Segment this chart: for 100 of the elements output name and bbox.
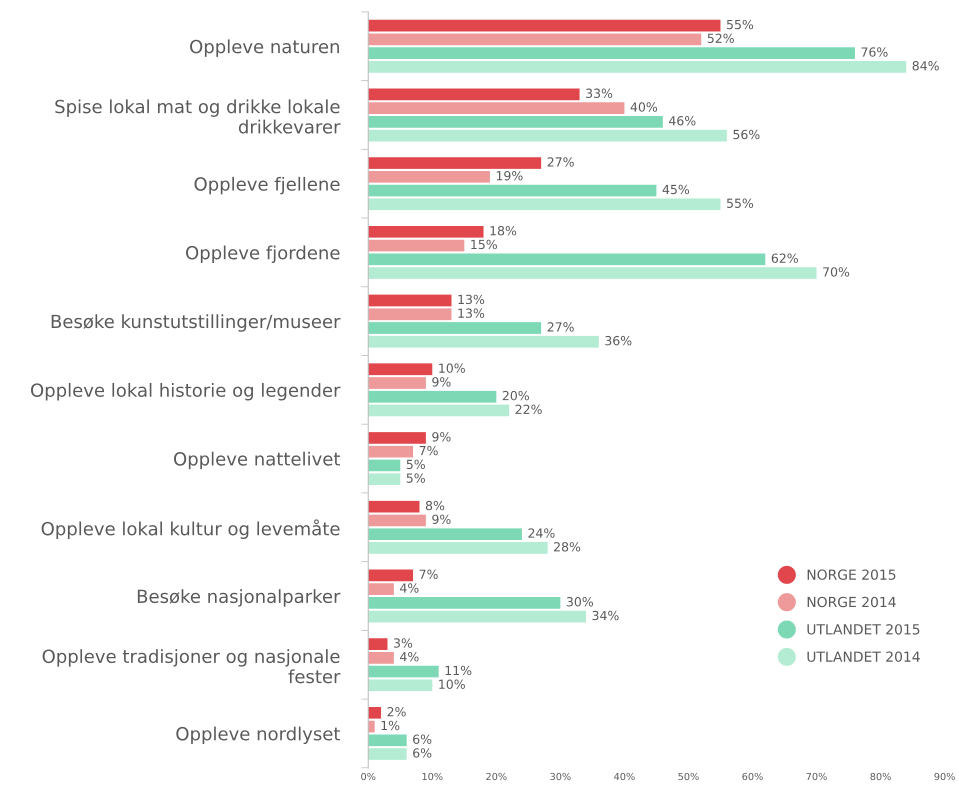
bar (368, 61, 906, 73)
data-label: 27% (548, 157, 574, 167)
bar (368, 597, 560, 609)
bar (368, 528, 522, 540)
bar (368, 514, 426, 526)
bar (368, 102, 624, 114)
bar (368, 88, 580, 100)
legend-label: UTLANDET 2015 (807, 624, 920, 635)
bar (368, 610, 586, 622)
y-tick-label: Besøke kunstutstillinger/museer (52, 314, 340, 332)
bar (368, 34, 702, 46)
y-tick-label: Spise lokal mat og drikke lokale drikkevarer (55, 99, 340, 134)
data-label: 30% (566, 597, 594, 607)
data-label: 20% (502, 390, 529, 400)
bar (368, 583, 394, 595)
data-label: 45% (662, 184, 690, 194)
bar (368, 170, 490, 183)
data-label: 5% (406, 473, 425, 483)
data-label: 15% (471, 240, 497, 250)
data-label: 6% (413, 734, 432, 744)
data-label: 19% (496, 171, 523, 180)
data-label: 34% (592, 610, 619, 620)
data-label: 28% (554, 542, 580, 552)
y-tick-label: Oppleve nordlyset (176, 726, 340, 744)
x-tick-label: 90% (934, 772, 955, 780)
bar (368, 570, 414, 582)
data-label: 4% (400, 652, 419, 662)
data-label: 55% (726, 198, 754, 208)
x-tick-label: 80% (870, 772, 891, 780)
x-tick-label: 20% (486, 772, 507, 780)
data-label: 13% (458, 308, 484, 318)
y-tick-label: Oppleve fjellene (194, 176, 340, 194)
x-tick-label: 50% (678, 772, 699, 780)
data-label: 33% (586, 88, 612, 98)
data-label: 4% (400, 583, 419, 593)
legend-label: NORGE 2014 (808, 596, 896, 608)
data-label: 6% (413, 748, 432, 758)
data-label: 70% (823, 267, 850, 277)
data-label: 76% (862, 47, 888, 57)
bar (368, 679, 432, 692)
data-label: 3% (394, 638, 412, 648)
bar (368, 253, 766, 266)
bar (368, 47, 855, 59)
data-label: 27% (548, 322, 574, 332)
data-label: 22% (516, 404, 542, 414)
data-label: 9% (432, 514, 451, 524)
y-tick-label: Besøke nasjonalparker (138, 589, 340, 607)
bar (368, 638, 388, 650)
bar (368, 294, 452, 306)
data-label: 10% (439, 680, 465, 689)
bar (368, 473, 400, 486)
bar (368, 460, 400, 472)
data-label: 40% (630, 102, 658, 112)
x-tick-label: 10% (422, 772, 443, 780)
bar (368, 404, 510, 416)
y-tick-label: Oppleve lokal kultur og levemåte (42, 519, 340, 539)
bar (368, 390, 496, 403)
data-label: 36% (605, 336, 632, 346)
legend-label: NORGE 2015 (808, 569, 896, 580)
bar (368, 308, 452, 320)
bar (368, 377, 426, 389)
x-tick-label: 60% (742, 772, 763, 780)
data-label: 1% (382, 720, 400, 730)
data-label: 9% (432, 432, 451, 442)
bar (368, 157, 542, 169)
data-label: 11% (446, 666, 472, 676)
data-label: 7% (420, 446, 438, 456)
data-label: 56% (733, 130, 760, 140)
bar (368, 20, 720, 32)
data-label: 8% (426, 500, 444, 510)
data-label: 55% (726, 20, 754, 30)
data-label: 62% (772, 253, 798, 263)
bar (368, 666, 439, 678)
legend-label: UTLANDET 2014 (807, 651, 920, 662)
data-label: 24% (528, 528, 555, 538)
bar (368, 336, 599, 348)
bar (368, 446, 414, 458)
data-label: 5% (406, 460, 425, 470)
bar (368, 734, 407, 746)
data-label: 7% (420, 570, 438, 580)
bar (368, 198, 720, 210)
bar (368, 706, 382, 719)
bar (368, 240, 464, 252)
bar (368, 116, 663, 128)
y-tick-label: Oppleve nattelivet (174, 452, 340, 470)
bar (368, 652, 394, 664)
y-tick-label: Oppleve naturen (190, 39, 339, 57)
bar (368, 500, 420, 513)
x-tick-label: 40% (614, 772, 635, 780)
bar (368, 322, 542, 334)
y-tick-label: Oppleve lokal historie og legender (31, 382, 340, 400)
data-label: 52% (708, 34, 734, 44)
bar (368, 432, 426, 444)
bar (368, 267, 817, 279)
bar (368, 130, 727, 142)
y-tick-label: Oppleve tradisjoner og nasjonale fester (42, 649, 340, 684)
x-tick-label: 70% (806, 772, 827, 780)
data-label: 84% (912, 61, 939, 71)
data-label: 46% (669, 116, 696, 126)
data-label: 13% (458, 294, 484, 304)
